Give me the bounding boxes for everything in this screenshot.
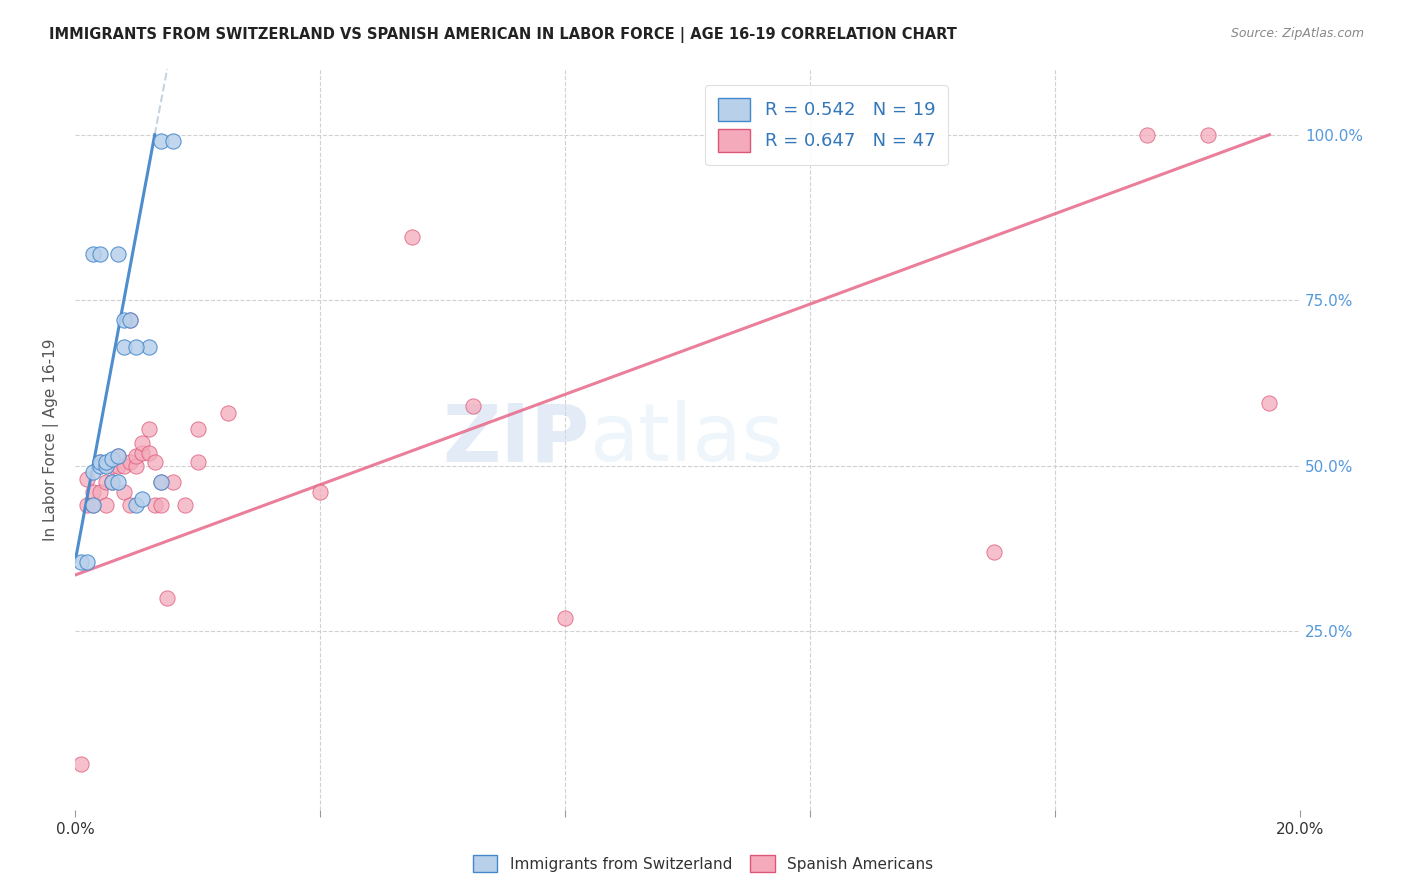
Point [125, 340, 148, 354]
Point [101, 475, 124, 490]
Point [112, 340, 135, 354]
Point [107, 247, 129, 261]
Point [76, 472, 98, 486]
Point [156, 591, 179, 606]
Point [101, 452, 124, 467]
Point [89, 485, 111, 500]
Point [82, 466, 104, 480]
Point [125, 449, 148, 463]
Point [125, 458, 148, 473]
Point [174, 499, 197, 513]
Point [554, 611, 576, 625]
Point [149, 475, 172, 490]
Text: ZIP: ZIP [443, 401, 589, 478]
Y-axis label: In Labor Force | Age 16-19: In Labor Force | Age 16-19 [44, 338, 59, 541]
Point [120, 499, 142, 513]
Point [94, 458, 117, 473]
Point [76, 555, 98, 569]
Point [1197, 128, 1219, 142]
Point [107, 475, 129, 490]
Text: atlas: atlas [589, 401, 785, 478]
Point [89, 458, 111, 473]
Point [120, 313, 142, 327]
Text: Source: ZipAtlas.com: Source: ZipAtlas.com [1230, 27, 1364, 40]
Point [125, 499, 148, 513]
Point [143, 499, 166, 513]
Legend: Immigrants from Switzerland, Spanish Americans: Immigrants from Switzerland, Spanish Ame… [465, 847, 941, 880]
Point [101, 475, 124, 490]
Point [89, 455, 111, 469]
Point [217, 406, 239, 420]
Point [94, 455, 117, 469]
Point [162, 134, 184, 148]
Point [101, 458, 124, 473]
Point [82, 499, 104, 513]
Point [401, 230, 423, 244]
Point [112, 313, 135, 327]
Point [107, 458, 129, 473]
Legend: R = 0.542   N = 19, R = 0.647   N = 47: R = 0.542 N = 19, R = 0.647 N = 47 [706, 85, 948, 165]
Point [143, 455, 166, 469]
Point [107, 449, 129, 463]
Point [983, 545, 1005, 559]
Point [70, 555, 93, 569]
Point [82, 247, 104, 261]
Point [107, 449, 129, 463]
Point [76, 499, 98, 513]
Point [94, 499, 117, 513]
Point [120, 455, 142, 469]
Point [112, 458, 135, 473]
Point [82, 499, 104, 513]
Point [89, 247, 111, 261]
Point [82, 485, 104, 500]
Point [94, 475, 117, 490]
Point [149, 475, 172, 490]
Point [131, 435, 153, 450]
Point [89, 455, 111, 469]
Point [309, 485, 332, 500]
Point [112, 485, 135, 500]
Point [149, 134, 172, 148]
Point [138, 445, 160, 459]
Point [131, 445, 153, 459]
Point [463, 399, 485, 413]
Point [1136, 128, 1159, 142]
Text: IMMIGRANTS FROM SWITZERLAND VS SPANISH AMERICAN IN LABOR FORCE | AGE 16-19 CORRE: IMMIGRANTS FROM SWITZERLAND VS SPANISH A… [49, 27, 957, 43]
Point [187, 455, 209, 469]
Point [149, 499, 172, 513]
Point [138, 422, 160, 436]
Point [1258, 396, 1281, 410]
Point [120, 313, 142, 327]
Point [162, 475, 184, 490]
Point [131, 491, 153, 506]
Point [187, 422, 209, 436]
Point [138, 340, 160, 354]
Point [70, 756, 93, 771]
